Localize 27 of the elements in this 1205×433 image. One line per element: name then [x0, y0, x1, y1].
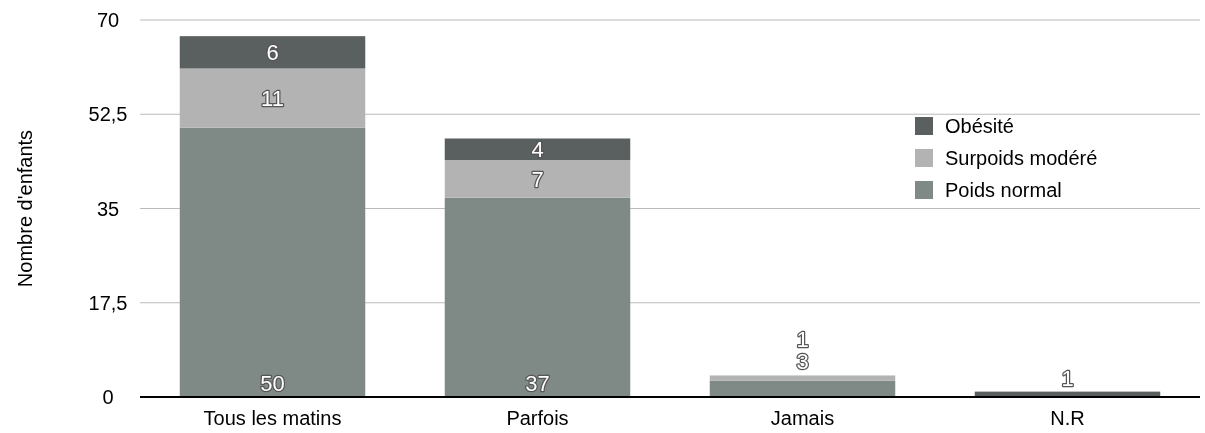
data-label: 7: [531, 166, 544, 192]
legend-label: Poids normal: [945, 179, 1062, 201]
data-label: 37: [525, 371, 550, 396]
data-label: 6: [266, 40, 279, 66]
y-tick-label: 0: [102, 386, 114, 408]
data-label: 50: [260, 371, 285, 396]
y-tick-label: 17,5: [88, 291, 128, 314]
y-tick-label: 70: [96, 9, 120, 31]
x-tick-label: Parfois: [506, 407, 569, 429]
bar: [709, 375, 896, 381]
y-axis-title: Nombre d'enfants: [14, 129, 36, 288]
legend-label: Surpoids modéré: [945, 147, 1098, 169]
data-label: 11: [261, 86, 284, 112]
bar: [444, 160, 631, 198]
x-tick-label: Tous les matins: [203, 407, 342, 429]
x-tick-label: N.R: [1050, 407, 1085, 429]
y-tick-label: 52,5: [88, 103, 128, 126]
data-label: 4: [531, 137, 544, 163]
y-tick-label: 35: [96, 197, 120, 220]
x-tick-label: Jamais: [770, 407, 835, 429]
bar: [444, 138, 631, 161]
bar: [709, 380, 896, 397]
bar: [444, 197, 631, 397]
data-label: 1: [1061, 365, 1074, 391]
bar: [179, 36, 366, 69]
legend-label: Obésité: [945, 115, 1014, 137]
bar: [179, 127, 366, 397]
